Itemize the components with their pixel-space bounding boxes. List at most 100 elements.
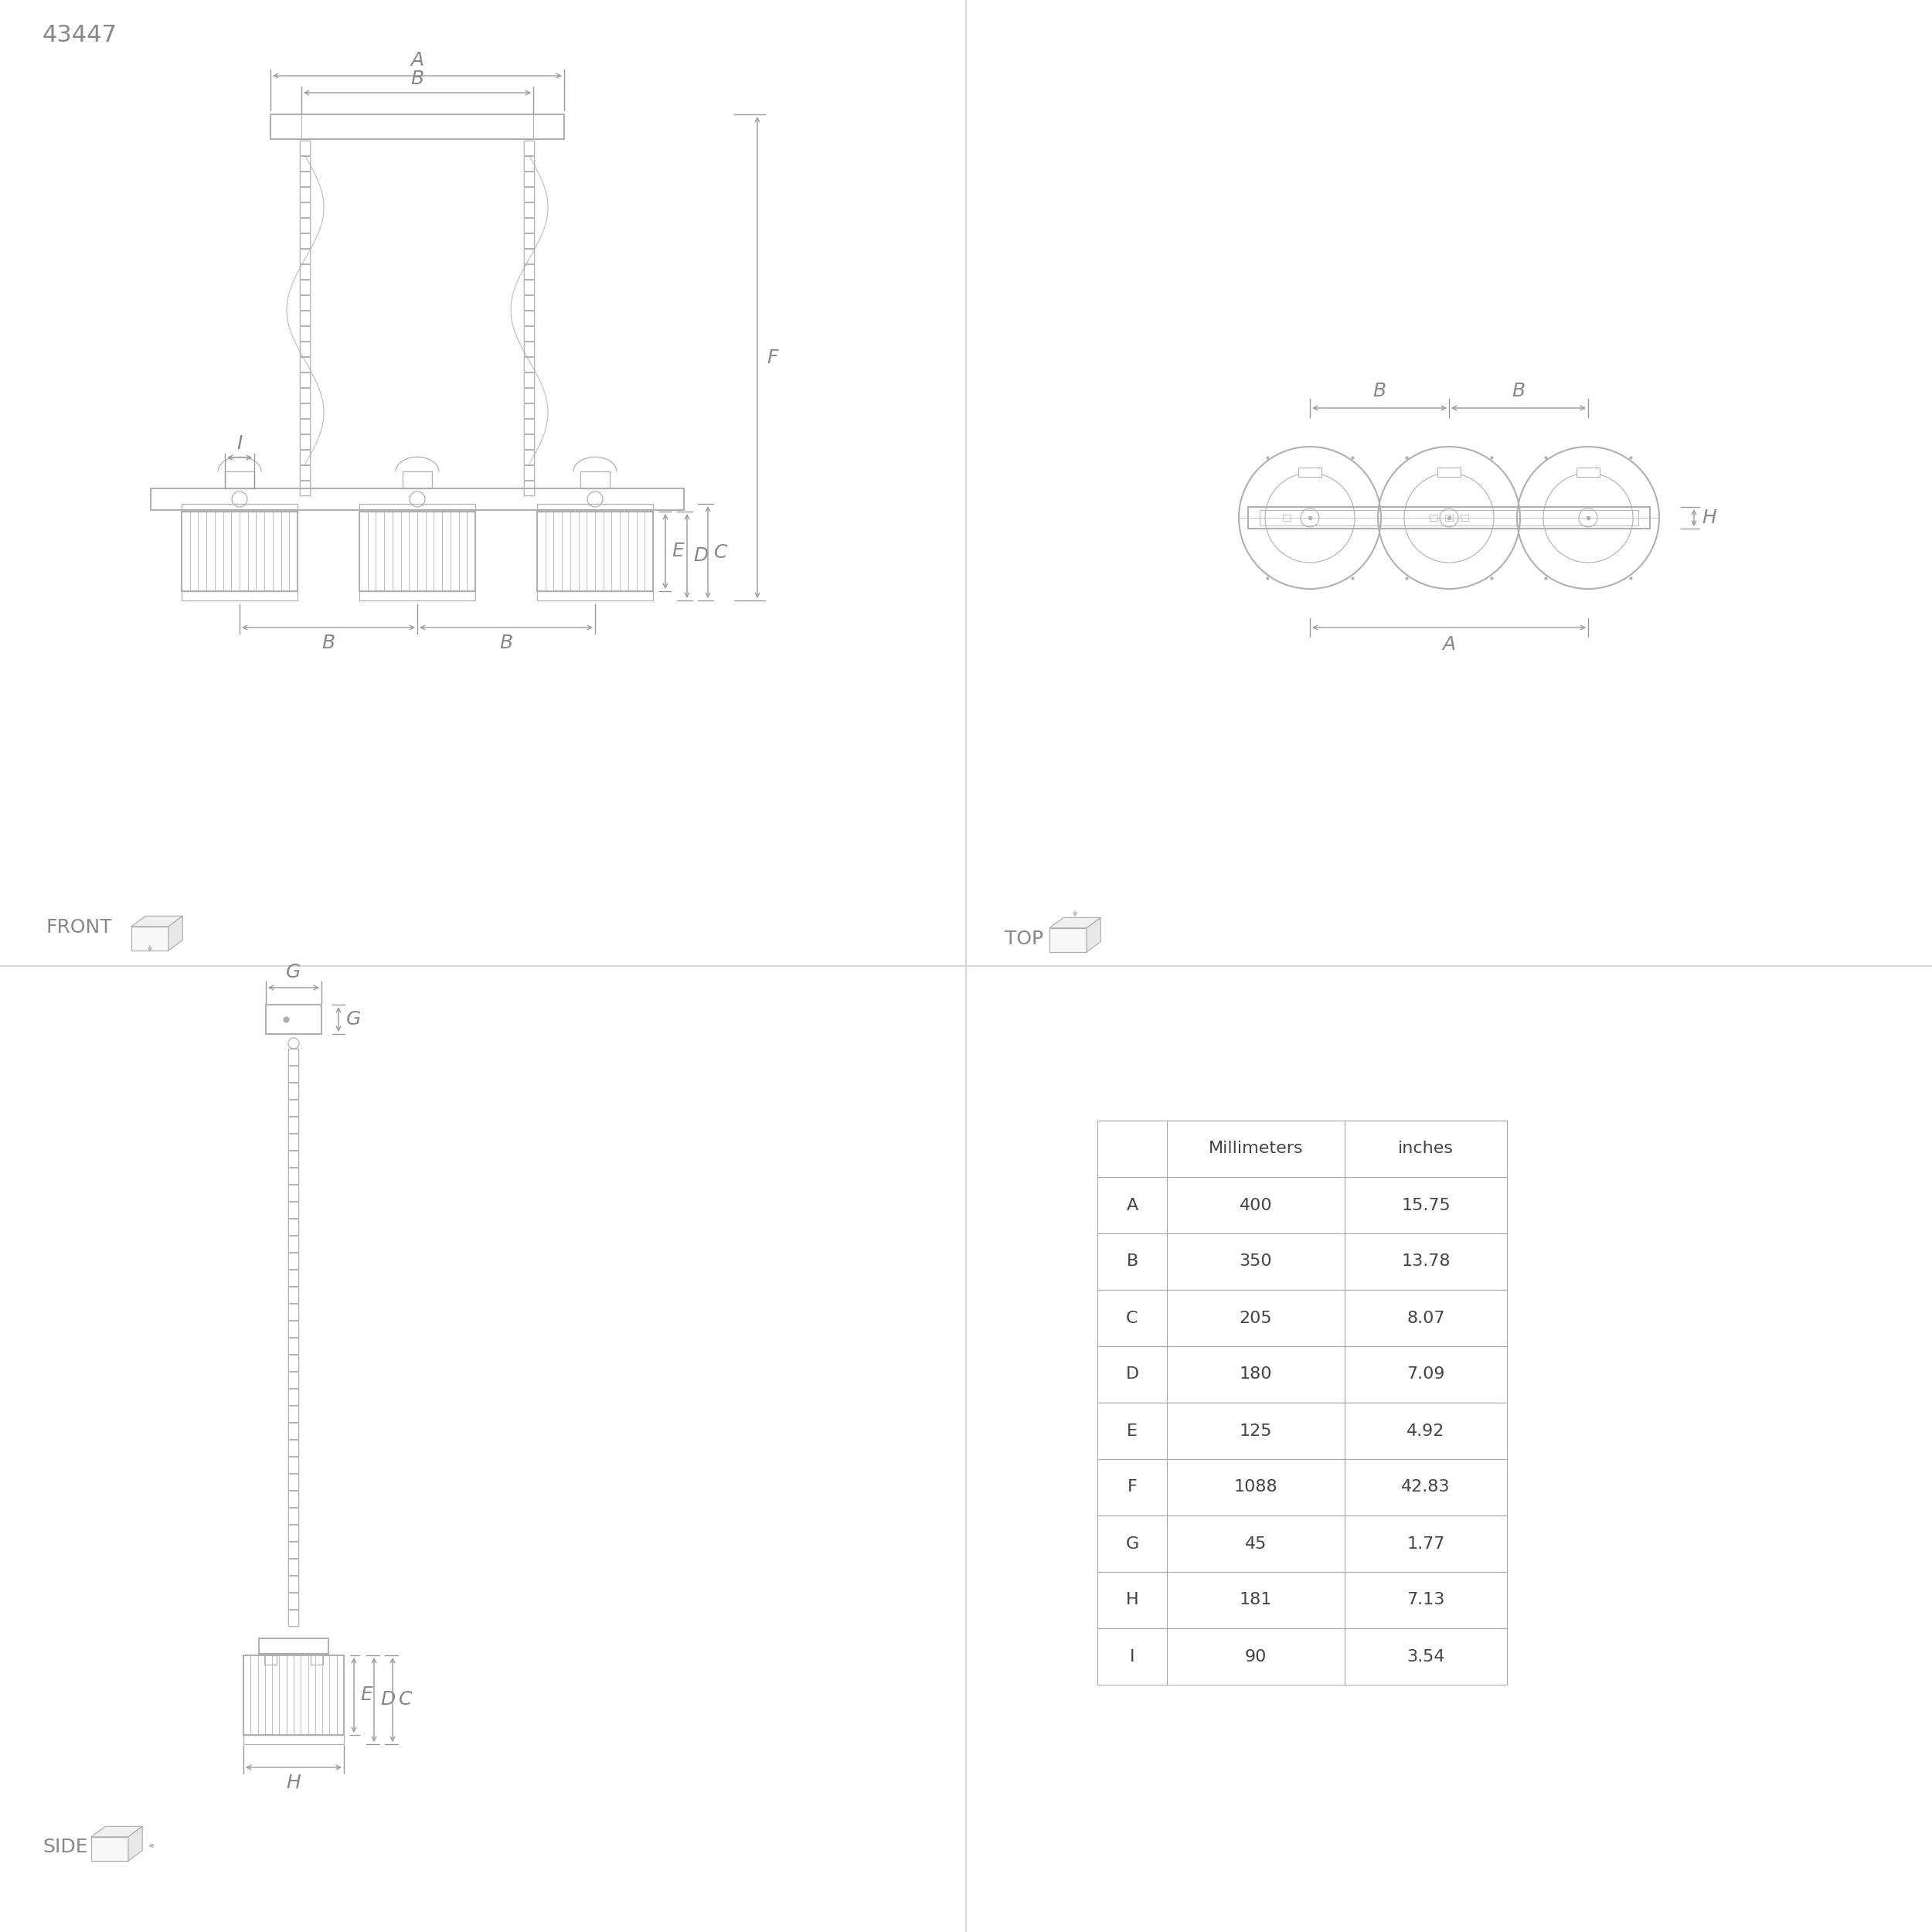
Text: Millimeters: Millimeters: [1208, 1142, 1304, 1157]
Polygon shape: [168, 916, 182, 951]
Bar: [1097, 1515, 1167, 1573]
Bar: [1167, 1291, 1345, 1347]
Bar: [1283, 514, 1291, 522]
Text: D: D: [694, 547, 707, 566]
Bar: [1260, 510, 1638, 526]
Text: 3.54: 3.54: [1406, 1648, 1445, 1663]
Bar: [537, 504, 653, 512]
Bar: [1345, 1291, 1507, 1347]
Bar: [1097, 1347, 1167, 1403]
Bar: [1167, 1515, 1345, 1573]
Bar: [359, 591, 475, 601]
Bar: [182, 512, 298, 591]
Bar: [1345, 1177, 1507, 1233]
Bar: [1167, 1629, 1345, 1685]
Bar: [243, 1656, 344, 1735]
Bar: [1345, 1515, 1507, 1573]
Bar: [1097, 1573, 1167, 1629]
Text: 15.75: 15.75: [1401, 1198, 1451, 1213]
Text: B: B: [1374, 383, 1385, 400]
Bar: [131, 927, 168, 951]
Text: 1.77: 1.77: [1406, 1536, 1445, 1551]
Text: B: B: [323, 634, 334, 653]
Bar: [91, 1837, 128, 1861]
Bar: [1461, 514, 1468, 522]
Bar: [224, 471, 255, 489]
Bar: [1437, 468, 1461, 477]
Text: G: G: [346, 1010, 361, 1028]
Bar: [1430, 514, 1437, 522]
Text: SIDE: SIDE: [43, 1837, 87, 1857]
Text: inches: inches: [1399, 1142, 1453, 1157]
Bar: [1167, 1573, 1345, 1629]
Text: I: I: [238, 435, 242, 452]
Text: A: A: [412, 50, 423, 70]
Bar: [1345, 1121, 1507, 1177]
Bar: [270, 114, 564, 139]
Bar: [402, 471, 433, 489]
Text: C: C: [1126, 1310, 1138, 1325]
Text: FRONT: FRONT: [46, 918, 112, 937]
Text: F: F: [767, 348, 779, 367]
Bar: [1167, 1121, 1345, 1177]
Polygon shape: [91, 1826, 143, 1837]
Text: I: I: [1130, 1648, 1134, 1663]
Text: 43447: 43447: [43, 23, 118, 46]
Bar: [1345, 1403, 1507, 1459]
Text: 7.09: 7.09: [1406, 1366, 1445, 1381]
Bar: [1167, 1177, 1345, 1233]
Polygon shape: [131, 916, 182, 927]
Bar: [1097, 1177, 1167, 1233]
Bar: [1097, 1121, 1167, 1177]
Text: 1088: 1088: [1235, 1480, 1277, 1495]
Text: 13.78: 13.78: [1401, 1254, 1451, 1269]
Text: B: B: [1126, 1254, 1138, 1269]
Bar: [1577, 468, 1600, 477]
Text: 180: 180: [1240, 1366, 1273, 1381]
Text: G: G: [1126, 1536, 1138, 1551]
Text: TOP: TOP: [1005, 929, 1043, 949]
Text: 205: 205: [1238, 1310, 1273, 1325]
Bar: [537, 591, 653, 601]
Bar: [182, 591, 298, 601]
Bar: [359, 504, 475, 512]
Text: B: B: [1513, 383, 1524, 400]
Text: 4.92: 4.92: [1406, 1424, 1445, 1439]
Bar: [1097, 1233, 1167, 1291]
Bar: [267, 1005, 321, 1034]
Text: B: B: [412, 70, 423, 89]
Text: 350: 350: [1238, 1254, 1273, 1269]
Text: 90: 90: [1244, 1648, 1267, 1663]
Text: 400: 400: [1238, 1198, 1273, 1213]
Text: D: D: [1126, 1366, 1138, 1381]
Bar: [1167, 1403, 1345, 1459]
Text: 45: 45: [1244, 1536, 1267, 1551]
Bar: [1345, 1629, 1507, 1685]
Text: D: D: [381, 1690, 396, 1710]
Bar: [1167, 1233, 1345, 1291]
Text: E: E: [359, 1687, 373, 1704]
Bar: [1345, 1459, 1507, 1515]
Text: E: E: [1126, 1424, 1138, 1439]
Bar: [1445, 514, 1453, 522]
Bar: [1097, 1629, 1167, 1685]
Text: G: G: [286, 962, 301, 981]
Text: H: H: [1702, 508, 1716, 527]
Bar: [259, 1638, 328, 1654]
Bar: [1345, 1573, 1507, 1629]
Bar: [151, 489, 684, 510]
Text: A: A: [1126, 1198, 1138, 1213]
Bar: [243, 1735, 344, 1745]
Bar: [311, 1654, 323, 1665]
Bar: [1097, 1403, 1167, 1459]
Bar: [1345, 1233, 1507, 1291]
Bar: [1167, 1347, 1345, 1403]
Bar: [301, 114, 533, 139]
Bar: [580, 471, 611, 489]
Bar: [1049, 927, 1086, 952]
Text: 7.13: 7.13: [1406, 1592, 1445, 1607]
Text: H: H: [286, 1774, 301, 1793]
Bar: [182, 504, 298, 512]
Bar: [1097, 1291, 1167, 1347]
Bar: [1345, 1347, 1507, 1403]
